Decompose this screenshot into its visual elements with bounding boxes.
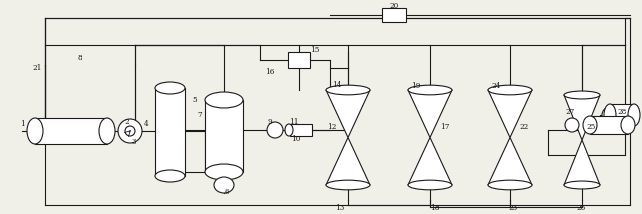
Polygon shape [408,138,452,185]
Text: 11: 11 [290,118,299,126]
Circle shape [118,119,142,143]
Bar [590,116,628,134]
Polygon shape [326,90,370,138]
Ellipse shape [488,85,532,95]
Bar [610,104,634,126]
Ellipse shape [27,118,43,144]
Polygon shape [488,90,532,138]
Bar [288,52,310,68]
Text: 7: 7 [198,111,202,119]
Text: 21: 21 [32,64,42,72]
Text: 22: 22 [519,123,528,131]
Ellipse shape [326,85,370,95]
Ellipse shape [408,85,452,95]
Text: 28: 28 [618,108,627,116]
Text: 13: 13 [335,204,345,212]
Text: 8: 8 [78,54,82,62]
Text: 15: 15 [310,46,320,54]
Bar [290,124,312,136]
Polygon shape [564,140,600,185]
Text: 14: 14 [333,81,342,89]
Ellipse shape [99,118,115,144]
Ellipse shape [155,170,185,182]
Text: 10: 10 [291,135,300,143]
Ellipse shape [155,82,185,94]
Ellipse shape [488,180,532,190]
Bar [205,100,243,172]
Text: 12: 12 [327,123,336,131]
Text: 19: 19 [412,82,421,90]
Ellipse shape [285,124,293,136]
Circle shape [125,126,135,136]
Polygon shape [408,90,452,138]
Ellipse shape [583,116,597,134]
Polygon shape [488,138,532,185]
Circle shape [267,122,283,138]
Text: 25: 25 [586,123,596,131]
Polygon shape [326,138,370,185]
Circle shape [565,118,579,132]
Bar [382,8,406,22]
Polygon shape [564,95,600,140]
Text: 27: 27 [566,108,575,116]
Text: 23: 23 [508,204,517,212]
Text: 2: 2 [125,118,129,126]
Bar [626,108,636,122]
Ellipse shape [628,104,640,126]
Text: 18: 18 [430,204,440,212]
Text: 20: 20 [390,2,399,10]
Text: 16: 16 [265,68,275,76]
Text: 1: 1 [20,120,24,128]
Text: 17: 17 [440,123,449,131]
Ellipse shape [326,180,370,190]
Ellipse shape [564,91,600,99]
Circle shape [602,107,618,123]
Ellipse shape [408,180,452,190]
Text: 5: 5 [193,96,197,104]
Text: 26: 26 [577,204,586,212]
Ellipse shape [621,116,635,134]
Text: 4: 4 [144,120,148,128]
Bar [155,88,185,176]
Text: 6: 6 [225,188,229,196]
Bar [35,118,107,144]
Ellipse shape [604,104,616,126]
Ellipse shape [205,92,243,108]
Text: 3: 3 [132,138,136,146]
Text: 9: 9 [268,118,272,126]
Text: 24: 24 [491,82,501,90]
Ellipse shape [214,177,234,193]
Ellipse shape [564,181,600,189]
Ellipse shape [205,164,243,180]
